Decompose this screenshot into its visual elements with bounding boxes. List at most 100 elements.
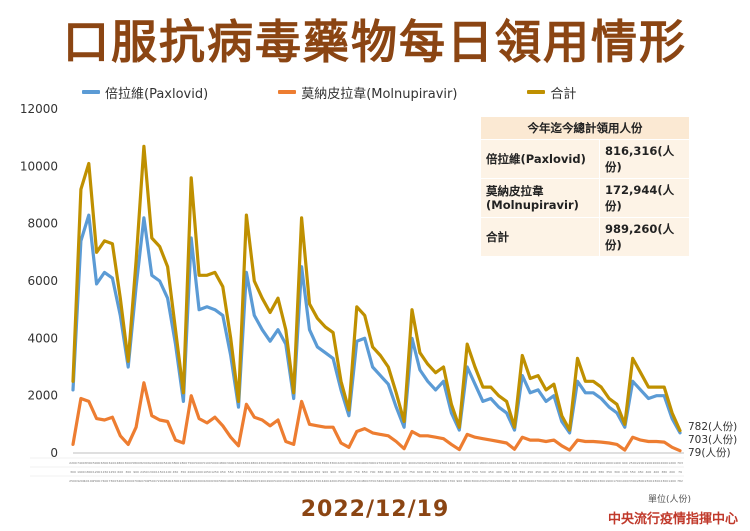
data-table-cell: 4800	[219, 461, 227, 465]
data-table-cell: 2000	[495, 479, 503, 483]
data-table-cell: 2100	[392, 479, 400, 483]
data-table-cell: 6100	[109, 461, 117, 465]
data-table-cell: 2500	[69, 479, 77, 483]
data-table-cell: 1900	[645, 461, 653, 465]
data-table-cell: 1100	[164, 470, 172, 474]
data-table-cell: 6200	[195, 479, 203, 483]
data-table-cell: 1300	[148, 470, 156, 474]
data-table-cell: 250	[559, 470, 565, 474]
data-table-cell: 4000	[408, 461, 416, 465]
summary-value: 816,316(人份)	[599, 139, 690, 179]
data-table-cell: 3000	[440, 479, 448, 483]
data-table-cell: 400	[646, 470, 652, 474]
data-table-cell: 1800	[85, 470, 93, 474]
data-table-cell: 2200	[432, 461, 440, 465]
data-table-cell: 6300	[211, 479, 219, 483]
data-table-cell: 10700	[139, 479, 149, 483]
data-table-cell: 1250	[211, 470, 219, 474]
data-table-cell: 3000	[385, 479, 393, 483]
data-table-cell: 5400	[164, 461, 172, 465]
data-table-cell: 1900	[597, 461, 605, 465]
data-table-cell: 3100	[424, 479, 432, 483]
data-table-cell: 550	[433, 470, 439, 474]
data-table-cell: 3300	[629, 479, 637, 483]
data-table-cell: 5400	[258, 479, 266, 483]
data-table-cell: 1200	[668, 461, 676, 465]
data-table-cell: 500	[480, 470, 486, 474]
data-table-cell: 900	[330, 470, 336, 474]
legend-label-paxlovid: 倍拉維(Paxlovid)	[105, 86, 209, 102]
data-table-cell: 200	[669, 470, 675, 474]
data-table-cell: 3900	[353, 461, 361, 465]
data-table-cell: 950	[315, 470, 321, 474]
data-table-cell: 2300	[597, 479, 605, 483]
data-table-cell: 6200	[148, 461, 156, 465]
data-table-cell: 5100	[203, 461, 211, 465]
data-table-cell: 7500	[187, 461, 195, 465]
data-table-cell: 4000	[361, 461, 369, 465]
data-table-cell: 4300	[172, 479, 180, 483]
data-table-cell: 1800	[542, 461, 550, 465]
data-table-cell: 300	[449, 470, 455, 474]
data-table-cell: 600	[117, 470, 123, 474]
data-table-cell: 350	[504, 470, 510, 474]
data-table-cell: 450	[535, 470, 541, 474]
data-table-cell: 2000	[660, 461, 668, 465]
data-table-cell: 1800	[235, 479, 243, 483]
data-table-cell: 5100	[353, 479, 361, 483]
data-table-cell: 1050	[203, 470, 211, 474]
data-table-cell: 1600	[235, 461, 243, 465]
data-table-cell: 8200	[298, 479, 306, 483]
data-table-cell: 6200	[203, 479, 211, 483]
data-table-cell: 703	[677, 461, 683, 465]
data-table-cell: 2000	[653, 461, 661, 465]
data-table-cell: 2100	[290, 479, 298, 483]
data-table-cell: 2450	[140, 470, 148, 474]
data-table-cell: 120	[456, 470, 462, 474]
data-table-cell: 3000	[124, 461, 132, 465]
data-table-cell: 1800	[503, 479, 511, 483]
data-table-cell: 1700	[448, 479, 456, 483]
data-table-cell: 2000	[550, 461, 558, 465]
data-table-cell: 1400	[503, 461, 511, 465]
data-table-cell: 1200	[93, 470, 101, 474]
data-table-cell: 5000	[195, 461, 203, 465]
legend-label-molnupiravir: 莫納皮拉韋(Molnupiravir)	[301, 86, 458, 102]
data-table-cell: 3500	[321, 461, 329, 465]
data-table-cell: 2300	[653, 479, 661, 483]
legend-item-molnupiravir: 莫納皮拉韋(Molnupiravir)	[278, 83, 457, 102]
data-table-cell: 4800	[250, 461, 258, 465]
data-table-cell: 5400	[274, 479, 282, 483]
unit-note: 單位(人份)	[648, 495, 692, 505]
data-table-cell: 4700	[314, 479, 322, 483]
data-table-cell: 750	[409, 470, 415, 474]
data-table-cell: 4300	[274, 461, 282, 465]
series-line-1	[71, 381, 682, 453]
data-table-cell: 3000	[369, 461, 377, 465]
data-table-cell: 3700	[314, 461, 322, 465]
data-table-cell: 600	[425, 470, 431, 474]
data-table-cell: 2100	[180, 479, 188, 483]
chart-legend: 倍拉維(Paxlovid) 莫納皮拉韋(Molnupiravir) 合計	[82, 83, 646, 102]
data-table-cell: 3800	[172, 461, 180, 465]
summary-header: 今年迄今總計領用人份	[480, 116, 690, 140]
y-tick-label: 12000	[20, 102, 58, 116]
data-table-cell: 400	[543, 470, 549, 474]
data-table-cell: 2500	[424, 461, 432, 465]
data-table-cell: 3900	[266, 461, 274, 465]
data-table-cell: 600	[417, 470, 423, 474]
data-table-cell: 8300	[243, 479, 251, 483]
data-table-cell: 1800	[180, 461, 188, 465]
data-table-cell: 8300	[85, 461, 93, 465]
legend-swatch-paxlovid	[82, 90, 100, 94]
data-table-cell: 750	[354, 470, 360, 474]
data-table-cell: 150	[401, 470, 407, 474]
data-table-cell: 650	[378, 470, 384, 474]
data-table-cell: 900	[322, 470, 328, 474]
data-table-cell: 2500	[440, 461, 448, 465]
data-table-cell: 400	[393, 470, 399, 474]
data-table-cell: 6300	[101, 461, 109, 465]
data-table-cell: 2200	[69, 461, 77, 465]
y-tick-label: 4000	[27, 331, 58, 345]
